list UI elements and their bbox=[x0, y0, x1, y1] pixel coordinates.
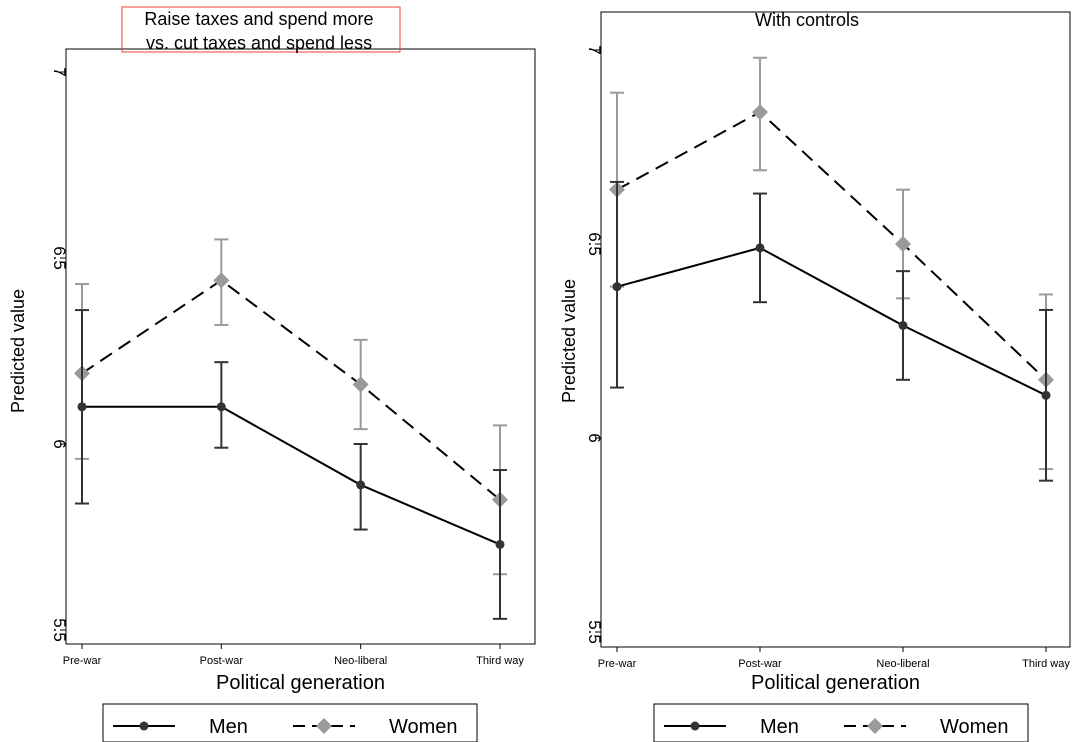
y-axis-label: Predicted value bbox=[559, 279, 579, 403]
chart-panel-1: Raise taxes and spend more vs. cut taxes … bbox=[8, 6, 536, 742]
data-point-men bbox=[77, 402, 87, 412]
series-men bbox=[610, 180, 1053, 482]
legend-men-marker bbox=[690, 721, 700, 731]
legend: Men Women bbox=[653, 703, 1029, 742]
data-point-men bbox=[898, 320, 908, 330]
x-tick-label: Neo-liberal bbox=[334, 655, 387, 667]
legend-women-marker bbox=[316, 718, 332, 734]
x-axis-label: Political generation bbox=[751, 672, 920, 694]
legend-men-label: Men bbox=[209, 716, 248, 738]
chart-panel-2: With controls 5.5 6 6.5 7 Predicted value Pre-… bbox=[559, 10, 1071, 742]
legend-women-marker bbox=[867, 718, 883, 734]
x-tick-label: Neo-liberal bbox=[876, 658, 929, 670]
y-tick-label: 6.5 bbox=[50, 246, 69, 270]
y-tick-label: 6 bbox=[585, 433, 604, 442]
series-women bbox=[609, 56, 1054, 471]
legend-men-marker bbox=[139, 721, 149, 731]
x-tick-label: Post-war bbox=[738, 658, 782, 670]
data-point-women bbox=[352, 376, 369, 393]
y-tick-label: 6 bbox=[50, 439, 69, 448]
data-point-women bbox=[752, 104, 768, 121]
data-point-women bbox=[895, 236, 911, 252]
data-point-men bbox=[612, 282, 622, 292]
x-tick-label: Post-war bbox=[200, 655, 244, 667]
data-point-men bbox=[216, 402, 226, 412]
series-line bbox=[616, 110, 1047, 381]
x-tick-label: Pre-war bbox=[63, 655, 102, 667]
legend-women-label: Women bbox=[389, 716, 458, 738]
chart-title-line-2: vs. cut taxes and spend less bbox=[146, 33, 372, 53]
x-axis-label: Political generation bbox=[216, 672, 385, 694]
y-tick-label: 6.5 bbox=[585, 232, 604, 256]
data-point-men bbox=[1041, 390, 1051, 400]
y-tick-label: 7 bbox=[50, 67, 69, 76]
legend-box bbox=[102, 703, 478, 742]
data-point-women bbox=[213, 272, 230, 289]
series-line bbox=[616, 246, 1047, 397]
legend-men-label: Men bbox=[760, 716, 799, 738]
y-axis-label: Predicted value bbox=[8, 289, 28, 413]
legend: Men Women bbox=[102, 703, 478, 742]
data-point-men bbox=[495, 539, 505, 549]
series-line bbox=[82, 405, 501, 546]
x-tick-label: Third way bbox=[476, 655, 524, 667]
series-line bbox=[81, 279, 501, 501]
legend-women-label: Women bbox=[940, 716, 1009, 738]
legend-box bbox=[653, 703, 1029, 742]
x-tick-label: Pre-war bbox=[598, 658, 637, 670]
y-tick-label: 5.5 bbox=[585, 620, 604, 644]
series-men bbox=[75, 309, 507, 620]
data-point-men bbox=[356, 480, 366, 490]
title-highlight-box bbox=[121, 6, 401, 53]
y-tick-label: 7 bbox=[585, 45, 604, 54]
chart-title-line-1: Raise taxes and spend more bbox=[144, 9, 373, 29]
data-point-men bbox=[755, 243, 765, 253]
plot-frame bbox=[600, 11, 1071, 648]
plot-frame bbox=[65, 48, 536, 645]
y-tick-label: 5.5 bbox=[50, 618, 69, 642]
chart-title-line-1: With controls bbox=[755, 10, 859, 30]
x-tick-label: Third way bbox=[1022, 658, 1070, 670]
